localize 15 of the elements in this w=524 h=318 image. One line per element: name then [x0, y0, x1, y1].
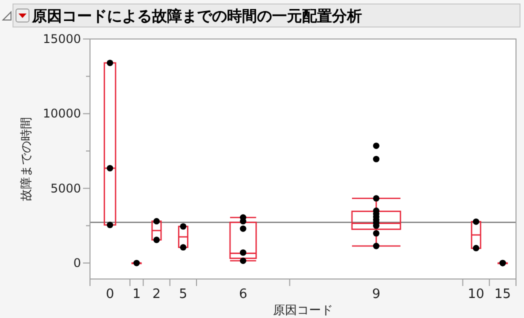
y-tick-label: 0	[73, 256, 81, 270]
x-tick-label: 15	[494, 287, 511, 302]
x-axis-title: 原因コード	[273, 303, 333, 317]
x-tick-label: 0	[106, 287, 114, 302]
y-tick-label: 10000	[42, 106, 81, 121]
y-axis-title: 故障までの時間	[19, 117, 33, 201]
chart-title: 原因コードによる故障までの時間の一元配置分析	[31, 7, 362, 25]
x-tick-label: 2	[152, 287, 161, 302]
x-tick-label: 5	[179, 287, 188, 302]
x-tick-label: 1	[132, 287, 141, 302]
x-tick-label: 6	[238, 287, 248, 302]
y-tick-label: 15000	[42, 32, 81, 46]
x-tick-label: 9	[372, 287, 380, 302]
y-tick-label: 5000	[50, 181, 81, 196]
x-tick-label: 10	[468, 287, 484, 302]
